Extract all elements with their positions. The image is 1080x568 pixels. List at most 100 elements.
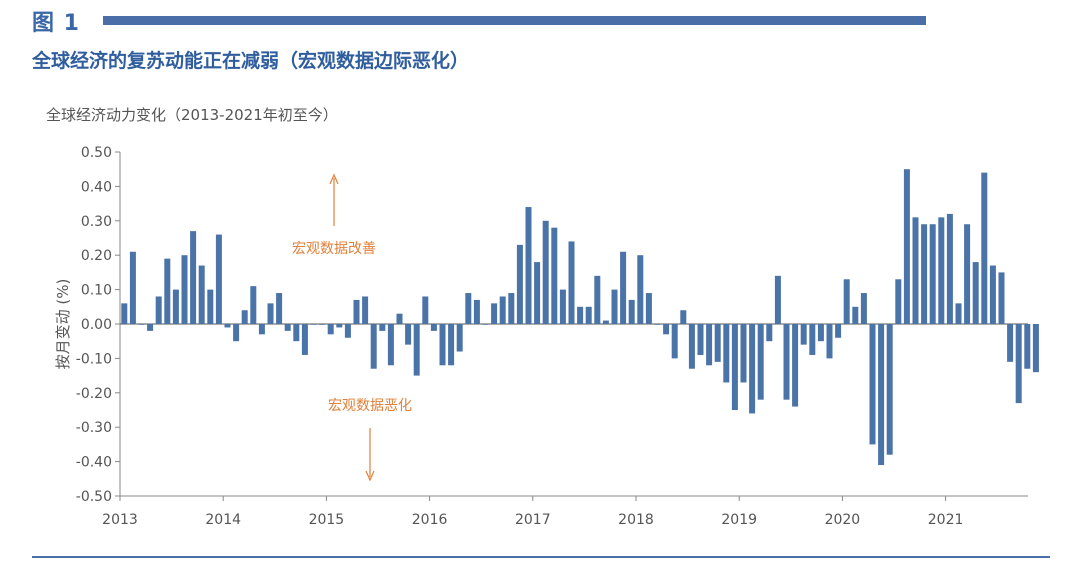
bar [362, 296, 369, 324]
bar [310, 324, 317, 325]
bar [1007, 324, 1014, 362]
bar [1024, 324, 1031, 369]
bar [783, 324, 790, 400]
bar [293, 324, 300, 342]
bar [637, 255, 644, 324]
bar [878, 324, 885, 466]
bar [706, 324, 713, 366]
y-tick-label: 0.50 [81, 145, 112, 161]
bar [207, 289, 214, 324]
bar [964, 224, 971, 324]
bar [654, 324, 661, 325]
bar [809, 324, 816, 355]
x-tick-label: 2018 [618, 512, 654, 528]
bar [611, 289, 618, 324]
bar [258, 324, 265, 335]
y-tick-label: -0.10 [76, 351, 112, 367]
bar [396, 313, 403, 324]
bar [697, 324, 704, 355]
chart-title: 全球经济动力变化（2013-2021年初至今） [46, 106, 338, 124]
bar [276, 293, 283, 324]
bar [327, 324, 334, 335]
bar [344, 324, 351, 338]
bar [869, 324, 876, 445]
bar [740, 324, 747, 383]
bar [491, 303, 498, 324]
bar [895, 279, 902, 324]
x-tick-label: 2021 [928, 512, 964, 528]
x-tick-label: 2014 [205, 512, 241, 528]
bar [585, 306, 592, 324]
bar [473, 299, 480, 324]
down-arrow-head [365, 470, 375, 482]
bar [714, 324, 721, 362]
bar [172, 289, 179, 324]
bar [164, 258, 171, 324]
bar [233, 324, 240, 342]
bar [852, 306, 859, 324]
bar-series [121, 169, 1039, 466]
bar [301, 324, 308, 355]
x-tick-label: 2016 [412, 512, 448, 528]
x-tick-label: 2017 [515, 512, 551, 528]
y-axis-label: 按月变动 (%) [54, 279, 72, 370]
bar [688, 324, 695, 369]
bar [405, 324, 412, 345]
bar [921, 224, 928, 324]
bar [121, 303, 128, 324]
bar [482, 324, 489, 325]
bar [749, 324, 756, 414]
y-tick-label: 0.00 [81, 317, 112, 333]
bar [972, 262, 979, 324]
bar [817, 324, 824, 342]
bar [577, 306, 584, 324]
annotation-worsen: 宏观数据恶化 [328, 398, 412, 414]
bar [129, 251, 136, 324]
bar [903, 169, 910, 324]
bottom-rule [32, 556, 1050, 558]
bar [594, 275, 601, 324]
figure-title: 全球经济的复苏动能正在减弱（宏观数据边际恶化） [32, 50, 470, 72]
bar [766, 324, 773, 342]
y-tick-label: -0.50 [76, 489, 112, 505]
y-tick-label: -0.20 [76, 386, 112, 402]
bar [319, 324, 326, 325]
bar [465, 293, 472, 324]
bar [267, 303, 274, 324]
bar [981, 172, 988, 324]
bar [989, 265, 996, 324]
bar [379, 324, 386, 331]
bar [843, 279, 850, 324]
bar [542, 220, 549, 324]
x-axis: 2013 2014 2015 2016 2017 2018 2019 2020 2021 [102, 323, 1028, 528]
bar [800, 324, 807, 345]
bar [422, 296, 429, 324]
figure-label: 图 1 [32, 11, 80, 36]
header-accent-bar [103, 16, 926, 25]
x-tick-label: 2020 [825, 512, 861, 528]
y-tick-label: 0.10 [81, 283, 112, 299]
annotation-improve: 宏观数据改善 [292, 241, 376, 257]
up-arrow-head [329, 173, 339, 185]
x-tick-label: 2013 [102, 512, 138, 528]
bar [448, 324, 455, 366]
x-tick-label: 2019 [721, 512, 757, 528]
bar [792, 324, 799, 407]
bar [680, 310, 687, 324]
bar [1015, 324, 1022, 404]
y-tick-label: -0.30 [76, 420, 112, 436]
bar [370, 324, 377, 369]
bar [250, 286, 257, 324]
y-tick-label: -0.40 [76, 455, 112, 471]
bar [155, 296, 162, 324]
bar [534, 262, 541, 324]
bar [835, 324, 842, 338]
y-tick-label: 0.20 [81, 248, 112, 264]
bar [860, 293, 867, 324]
bar [241, 310, 248, 324]
bar [508, 293, 515, 324]
bar [284, 324, 291, 331]
bar [602, 320, 609, 324]
bar [198, 265, 205, 324]
